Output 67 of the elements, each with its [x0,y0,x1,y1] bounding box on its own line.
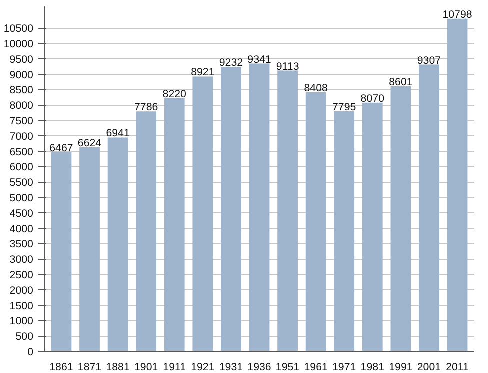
bar [278,70,298,352]
data-label: 7786 [134,102,158,114]
data-label: 8220 [162,88,187,100]
y-tick-label: 6500 [10,146,34,158]
y-tick-label: 7000 [10,130,34,143]
bar [80,147,100,352]
x-tick-label: 1931 [219,362,244,373]
y-tick-label: 8000 [10,100,34,112]
bar [136,112,157,352]
x-tick-label: 1861 [50,362,74,373]
x-tick-label: 1971 [332,362,356,373]
y-tick-label: 4500 [10,208,34,220]
bar [108,138,128,352]
x-tick-label: 1961 [304,362,328,373]
y-tick-label: 0 [28,346,34,358]
x-tick-label: 2011 [446,362,470,373]
x-tick-label: 1921 [191,362,215,373]
bar [51,152,72,352]
x-tick-label: 1981 [360,362,385,373]
data-label: 8921 [191,66,215,79]
y-tick-label: 4000 [10,223,34,236]
x-tick-label: 1871 [78,362,102,373]
y-tick-label: 3500 [10,238,34,251]
data-label: 8601 [389,76,413,89]
data-label: 6624 [78,137,102,150]
bar [249,64,270,352]
y-tick-label: 10500 [4,23,34,36]
y-tick-label: 6000 [10,162,34,174]
bar [334,111,355,352]
y-tick-label: 2000 [10,284,34,297]
bar [306,92,326,352]
data-label: 8070 [360,92,385,105]
bar [447,18,468,352]
y-tick-label: 1000 [10,316,34,328]
y-tick-label: 7500 [10,115,34,128]
x-tick-label: 1951 [276,362,300,373]
x-tick-label: 1911 [163,362,186,373]
bar [390,86,412,352]
x-tick-label: 1881 [106,362,130,373]
x-tick-label: 1991 [389,362,413,373]
y-tick-label: 1500 [10,300,34,312]
x-tick-label: 1936 [248,362,272,373]
x-tick-label: 2001 [417,362,442,373]
y-tick-label: 500 [16,331,34,344]
data-label: 9232 [219,57,244,70]
data-label: 6467 [50,142,74,154]
x-tick-label: 1901 [134,362,158,373]
y-tick-label: 9000 [10,69,34,82]
data-label: 10798 [442,8,472,21]
y-tick-label: 2500 [10,269,34,282]
y-tick-label: 3000 [10,254,34,266]
data-label: 9341 [248,54,272,66]
y-tick-label: 9500 [10,54,34,66]
data-label: 6941 [106,128,130,140]
bar [419,64,440,352]
bar [221,67,242,352]
bar [192,76,214,352]
data-label: 9307 [417,54,442,67]
bar [362,102,383,352]
y-tick-label: 8500 [10,84,34,97]
y-tick-label: 5000 [10,192,34,204]
data-label: 7795 [332,101,356,114]
y-tick-label: 5500 [10,177,34,190]
y-tick-label: 10000 [4,38,34,50]
data-label: 8408 [304,82,328,95]
data-label: 9113 [276,60,300,73]
bar [164,98,185,352]
